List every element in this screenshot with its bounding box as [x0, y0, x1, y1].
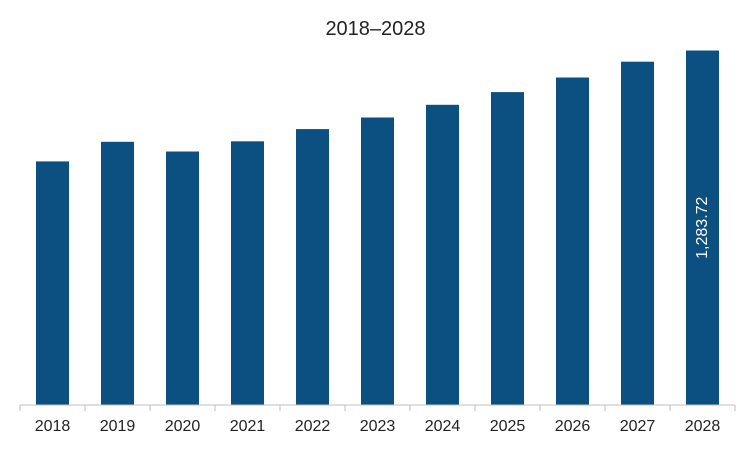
bar-2025	[491, 92, 524, 405]
x-tick-label: 2028	[685, 418, 721, 435]
x-tick-label: 2027	[620, 418, 656, 435]
x-tick-label: 2024	[425, 418, 461, 435]
x-axis-ticks	[19, 405, 736, 411]
bar-2026	[556, 77, 589, 405]
bar-2027	[621, 61, 654, 405]
bar-2019	[101, 141, 134, 406]
x-tick-label: 2021	[230, 418, 266, 435]
chart-title: 2018–2028	[325, 18, 426, 40]
bar-2021	[231, 141, 264, 406]
x-tick-label: 2023	[360, 418, 396, 435]
bar-2018	[36, 161, 69, 405]
data-label-2028: 1,283.72	[694, 196, 711, 258]
data-labels: 1,283.72	[694, 196, 711, 258]
bar-2023	[361, 117, 394, 405]
x-tick-label: 2025	[490, 418, 526, 435]
bars-group	[36, 50, 719, 406]
x-tick-label: 2026	[555, 418, 591, 435]
bar-2024	[426, 104, 459, 406]
x-tick-label: 2020	[165, 418, 201, 435]
x-tick-label: 2019	[100, 418, 136, 435]
bar-2022	[296, 129, 329, 405]
x-tick-label: 2022	[295, 418, 331, 435]
x-tick-label: 2018	[35, 418, 71, 435]
x-axis-tick-labels: 2018 2019 2020 2021 2022 2023 2024 2025 2026 2027…	[35, 418, 721, 435]
bar-2020	[166, 151, 199, 405]
bar-2028	[686, 50, 719, 405]
